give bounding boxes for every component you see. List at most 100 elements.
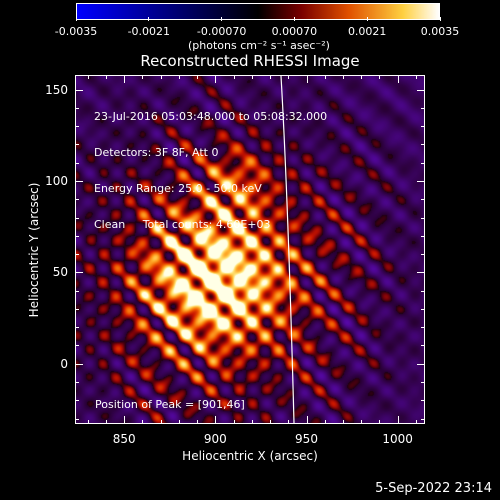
- axis-tick: [178, 420, 180, 424]
- axis-tick: [75, 199, 79, 201]
- colorbar-tick-label: -0.00070: [196, 25, 247, 38]
- solar-limb: [280, 76, 295, 423]
- axis-tick: [421, 235, 425, 237]
- axis-tick: [197, 420, 199, 424]
- axis-tick: [324, 75, 326, 79]
- axis-tick: [361, 420, 363, 424]
- axis-tick: [417, 180, 425, 182]
- axis-tick: [142, 75, 144, 79]
- colorbar-tick-label: 0.00070: [271, 25, 318, 38]
- axis-tick: [75, 235, 79, 237]
- axis-tick: [417, 272, 425, 274]
- colorbar-tick: [293, 17, 295, 21]
- colorbar-tick: [439, 17, 441, 21]
- y-tick-label: 150: [45, 82, 68, 97]
- axis-tick: [75, 126, 79, 128]
- axis-tick: [421, 290, 425, 292]
- axis-tick: [233, 75, 235, 79]
- peak-position-label: Position of Peak = [901,46]: [95, 398, 245, 411]
- axis-tick: [421, 418, 425, 420]
- axis-tick: [306, 75, 308, 83]
- colorbar-tick-label: 0.0021: [347, 25, 387, 38]
- axis-tick: [421, 345, 425, 347]
- axis-tick: [421, 381, 425, 383]
- axis-tick: [421, 126, 425, 128]
- axis-tick: [324, 420, 326, 424]
- axis-tick: [215, 75, 217, 83]
- info-time-range: 23-Jul-2016 05:03:48.000 to 05:08:32.000: [94, 110, 328, 123]
- y-tick-label: 100: [45, 173, 68, 188]
- axis-tick: [105, 75, 107, 79]
- axis-tick: [75, 400, 79, 402]
- y-tick-label: 0: [60, 356, 68, 371]
- axis-tick: [288, 420, 290, 424]
- axis-tick: [270, 75, 272, 79]
- axis-tick: [124, 75, 126, 83]
- axis-tick: [75, 308, 79, 310]
- axis-tick: [87, 420, 89, 424]
- axis-tick: [178, 75, 180, 79]
- colorbar-tick-label: -0.0035: [54, 25, 98, 38]
- axis-tick: [421, 400, 425, 402]
- axis-tick: [75, 107, 79, 109]
- axis-tick: [421, 217, 425, 219]
- colorbar-tick: [221, 17, 223, 21]
- rhessi-image-plot: [75, 75, 425, 424]
- reconstructed-image: [76, 76, 424, 423]
- y-tick-label: 50: [52, 265, 68, 280]
- colorbar-units-label: (photons cm⁻² s⁻¹ asec⁻²): [188, 39, 330, 52]
- axis-tick: [251, 420, 253, 424]
- info-detectors: Detectors: 3F 8F, Att 0: [94, 146, 219, 159]
- axis-tick: [415, 75, 417, 79]
- axis-tick: [421, 107, 425, 109]
- axis-tick: [75, 272, 83, 274]
- axis-tick: [160, 420, 162, 424]
- axis-tick: [87, 75, 89, 79]
- colorbar-tick: [75, 17, 77, 21]
- axis-tick: [306, 416, 308, 424]
- axis-tick: [421, 162, 425, 164]
- axis-tick: [379, 420, 381, 424]
- axis-tick: [288, 75, 290, 79]
- plot-title: Reconstructed RHESSI Image: [140, 52, 360, 70]
- axis-tick: [75, 345, 79, 347]
- axis-tick: [124, 416, 126, 424]
- render-timestamp: 5-Sep-2022 23:14: [375, 481, 492, 496]
- info-clean-counts: Clean Total counts: 4.60E+03: [94, 218, 271, 231]
- axis-tick: [415, 420, 417, 424]
- axis-tick: [215, 416, 217, 424]
- axis-tick: [75, 381, 79, 383]
- axis-tick: [421, 327, 425, 329]
- axis-tick: [75, 327, 79, 329]
- axis-tick: [342, 75, 344, 79]
- axis-tick: [379, 75, 381, 79]
- colorbar-tick: [366, 17, 368, 21]
- axis-tick: [417, 89, 425, 91]
- colorbar: [76, 3, 440, 20]
- axis-tick: [75, 290, 79, 292]
- axis-tick: [75, 162, 79, 164]
- axis-tick: [417, 363, 425, 365]
- axis-tick: [105, 420, 107, 424]
- axis-tick: [197, 75, 199, 79]
- x-tick-label: 900: [203, 432, 227, 446]
- axis-tick: [142, 420, 144, 424]
- axis-tick: [75, 363, 83, 365]
- axis-tick: [421, 254, 425, 256]
- colorbar-gradient: [77, 4, 439, 19]
- info-energy-range: Energy Range: 25.0 - 50.0 keV: [94, 182, 262, 195]
- x-tick-label: 950: [295, 432, 318, 446]
- axis-tick: [421, 199, 425, 201]
- axis-tick: [75, 180, 83, 182]
- axis-tick: [75, 144, 79, 146]
- axis-tick: [75, 217, 79, 219]
- axis-tick: [270, 420, 272, 424]
- observation-info: 23-Jul-2016 05:03:48.000 to 05:08:32.000…: [94, 87, 327, 243]
- axis-tick: [421, 308, 425, 310]
- axis-tick: [421, 144, 425, 146]
- y-axis-label: Heliocentric Y (arcsec): [27, 182, 41, 318]
- colorbar-tick: [148, 17, 150, 21]
- axis-tick: [397, 416, 399, 424]
- axis-tick: [75, 418, 79, 420]
- x-tick-label: 850: [112, 432, 136, 446]
